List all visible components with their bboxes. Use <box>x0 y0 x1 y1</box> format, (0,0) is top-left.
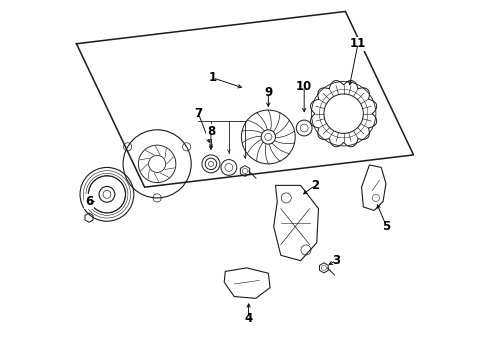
Text: 7: 7 <box>195 107 202 120</box>
Text: 5: 5 <box>383 220 391 233</box>
Text: 8: 8 <box>207 125 215 138</box>
Text: 2: 2 <box>311 179 319 192</box>
Text: 1: 1 <box>209 71 217 84</box>
Text: 6: 6 <box>85 195 93 208</box>
Text: 11: 11 <box>350 37 366 50</box>
Text: 10: 10 <box>296 80 312 93</box>
Text: 4: 4 <box>245 311 253 325</box>
Text: 3: 3 <box>332 254 341 267</box>
Text: 9: 9 <box>264 86 272 99</box>
